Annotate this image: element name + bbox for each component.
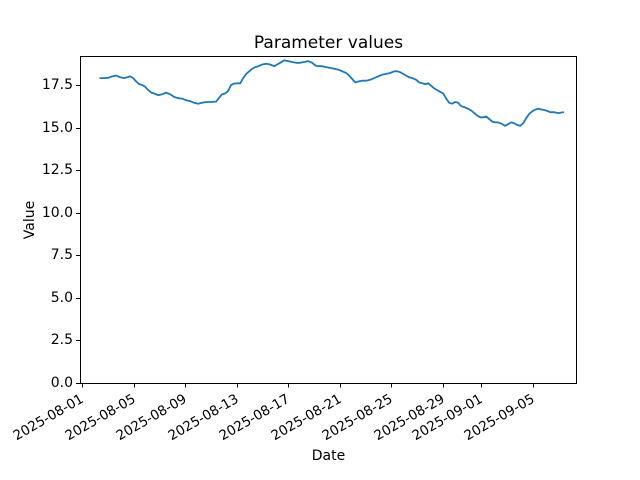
tick-marks [76, 85, 534, 388]
y-tick-label: 0.0 [50, 375, 73, 391]
y-tick-label: 10.0 [41, 205, 73, 221]
y-axis-label: Value [22, 200, 38, 240]
axes-spines [80, 56, 577, 384]
series-lines [99, 59, 565, 127]
y-tick-label: 7.5 [50, 247, 73, 263]
y-tick-label: 12.5 [41, 162, 73, 178]
chart-title: Parameter values [253, 33, 404, 53]
y-tick-label: 17.5 [41, 77, 73, 93]
x-axis-label: Date [311, 448, 346, 464]
y-tick-label: 15.0 [41, 120, 73, 136]
y-tick-label: 2.5 [50, 332, 73, 348]
data-line [99, 59, 565, 127]
y-tick-label: 5.0 [50, 290, 73, 306]
